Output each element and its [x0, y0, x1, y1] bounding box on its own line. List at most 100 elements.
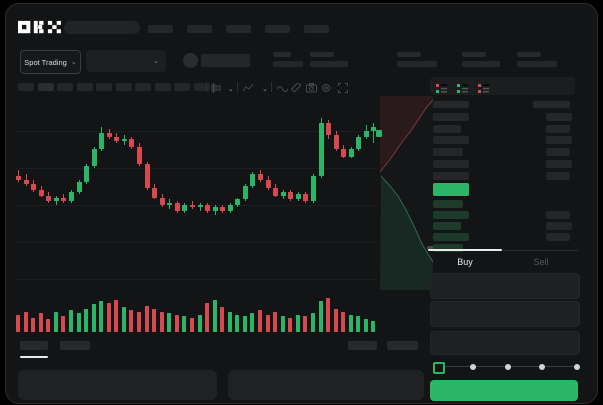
- candlestick-chart[interactable]: [15, 100, 378, 290]
- indicator-icon[interactable]: [243, 83, 253, 93]
- nav-item[interactable]: [148, 25, 173, 33]
- volume-bar: [197, 314, 202, 332]
- okx-logo[interactable]: [18, 20, 62, 36]
- volume-bar: [265, 314, 270, 332]
- candle-body: [53, 197, 59, 202]
- timeframe-button[interactable]: [115, 83, 132, 91]
- slider-step[interactable]: [504, 364, 511, 370]
- nav-item[interactable]: [304, 25, 329, 33]
- bid-amount: [546, 211, 570, 219]
- amount-slider[interactable]: [433, 362, 580, 374]
- timeframe-button[interactable]: [37, 83, 54, 91]
- market-type-selector[interactable]: Spot Trading ⌄: [20, 50, 81, 74]
- slider-step[interactable]: [539, 364, 546, 370]
- ask-price[interactable]: [433, 136, 469, 145]
- candle-body: [174, 203, 180, 212]
- candle: [99, 100, 105, 290]
- candle: [76, 100, 82, 290]
- tab-sell[interactable]: Sell: [533, 257, 549, 267]
- book-bids-icon[interactable]: [457, 81, 468, 99]
- bid-price[interactable]: [433, 200, 463, 208]
- candle-body: [46, 195, 52, 202]
- chevron-down-icon: ⌄: [153, 58, 159, 65]
- panel-resize-handle[interactable]: [427, 246, 436, 250]
- slider-step[interactable]: [574, 364, 580, 370]
- orderbook[interactable]: [428, 96, 578, 256]
- candle-body: [303, 193, 309, 202]
- candle-body: [197, 205, 203, 208]
- nav-item[interactable]: [226, 25, 251, 33]
- pencil-icon[interactable]: [291, 83, 301, 93]
- volume-bar: [258, 310, 262, 332]
- stat-label: [397, 52, 421, 57]
- pair-selector[interactable]: ⌄: [86, 50, 166, 72]
- ask-price[interactable]: [433, 171, 469, 180]
- candle-wick: [191, 201, 193, 210]
- stat-value: [517, 61, 557, 67]
- timeframe-button[interactable]: [96, 83, 112, 91]
- bid-price[interactable]: [433, 244, 463, 252]
- bottom-tab[interactable]: [20, 341, 48, 350]
- nav-item[interactable]: [187, 25, 212, 33]
- divider: [428, 250, 578, 251]
- bottom-tab[interactable]: [60, 341, 90, 350]
- candle: [167, 100, 173, 290]
- timeframe-button[interactable]: [154, 83, 171, 91]
- stat-label: [273, 52, 291, 57]
- ask-price[interactable]: [433, 159, 469, 168]
- bid-price[interactable]: [433, 222, 461, 230]
- volume-bar: [159, 311, 164, 332]
- depth-chart[interactable]: [379, 96, 434, 290]
- search-input[interactable]: [64, 21, 140, 34]
- camera-icon[interactable]: [306, 83, 317, 93]
- bid-price[interactable]: [433, 233, 469, 241]
- candle-style-icon[interactable]: [211, 83, 221, 93]
- volume-bar: [363, 319, 368, 332]
- gear-icon[interactable]: [321, 83, 331, 93]
- slider-handle[interactable]: [433, 362, 445, 374]
- ask-amount: [546, 113, 572, 121]
- candle-body: [363, 131, 369, 138]
- candle: [129, 100, 135, 290]
- gridline: [15, 279, 378, 280]
- candle-body: [280, 191, 286, 196]
- volume-bar: [16, 314, 20, 332]
- chart-side-button[interactable]: [387, 341, 418, 350]
- chevron-down-icon[interactable]: ⌄: [228, 86, 234, 93]
- book-both-icon[interactable]: [436, 81, 447, 99]
- slider-step[interactable]: [469, 364, 476, 370]
- ask-price[interactable]: [433, 148, 463, 157]
- timeframe-button[interactable]: [18, 83, 34, 91]
- trade-input[interactable]: [430, 301, 580, 327]
- timeframe-button[interactable]: [174, 83, 190, 91]
- wave-icon[interactable]: [277, 84, 288, 93]
- ask-price[interactable]: [433, 113, 469, 121]
- candle-body: [212, 207, 218, 212]
- candle-body: [152, 187, 158, 198]
- bid-price[interactable]: [433, 211, 469, 219]
- timeframe-button[interactable]: [76, 83, 93, 91]
- timeframe-button[interactable]: [193, 83, 210, 91]
- ask-price[interactable]: [433, 124, 461, 133]
- candle-body: [182, 205, 188, 212]
- buy-submit-button[interactable]: [430, 380, 578, 401]
- candle-body: [318, 123, 324, 177]
- timeframe-button[interactable]: [135, 83, 151, 91]
- candle: [212, 100, 218, 290]
- chevron-down-icon[interactable]: ⌄: [262, 86, 268, 93]
- volume-bar: [318, 301, 323, 332]
- trade-input[interactable]: [430, 331, 580, 355]
- book-asks-icon[interactable]: [478, 81, 489, 99]
- chart-side-button[interactable]: [348, 341, 377, 350]
- nav-item[interactable]: [265, 25, 290, 33]
- tab-buy[interactable]: Buy: [457, 257, 473, 267]
- volume-chart[interactable]: [15, 295, 378, 332]
- timeframe-button[interactable]: [57, 83, 73, 91]
- candle-body: [68, 191, 74, 202]
- expand-icon[interactable]: [338, 83, 348, 93]
- trade-input[interactable]: [430, 273, 580, 299]
- volume-bar: [227, 311, 232, 332]
- candle: [280, 100, 286, 290]
- gridline: [15, 205, 378, 206]
- candle-body: [144, 164, 150, 188]
